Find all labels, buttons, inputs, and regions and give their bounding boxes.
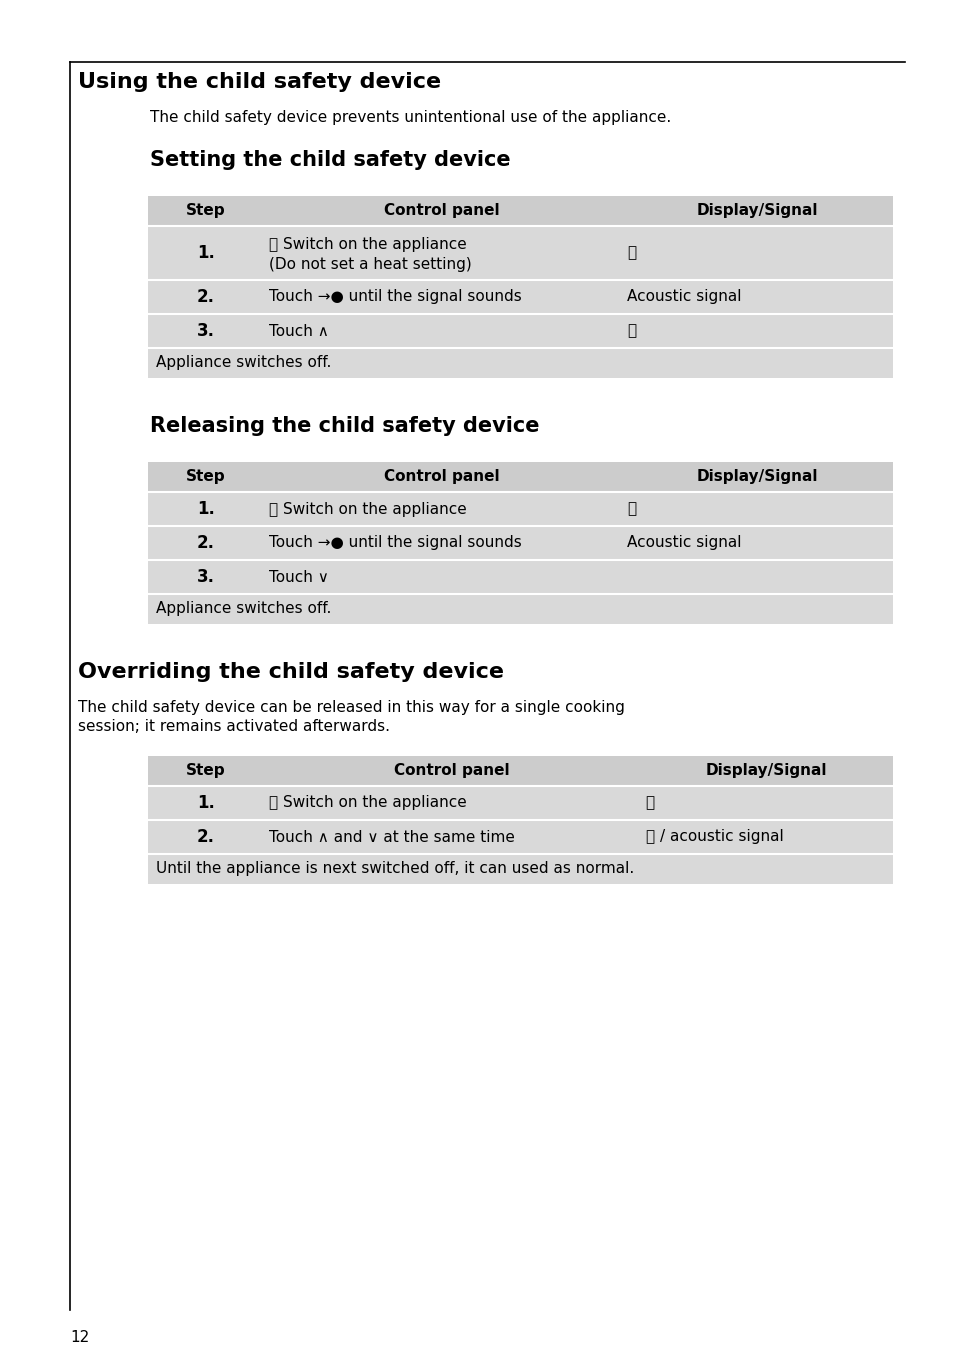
Text: 2.: 2. (196, 827, 214, 846)
Text: ⓞ Switch on the appliance: ⓞ Switch on the appliance (269, 502, 467, 516)
Text: Touch →● until the signal sounds: Touch →● until the signal sounds (269, 535, 521, 550)
Text: 12: 12 (70, 1330, 90, 1345)
Text: Touch ∧ and ∨ at the same time: Touch ∧ and ∨ at the same time (269, 830, 515, 845)
Text: 3.: 3. (196, 322, 214, 339)
FancyBboxPatch shape (148, 854, 892, 884)
FancyBboxPatch shape (148, 786, 892, 821)
Text: ⓤ / acoustic signal: ⓤ / acoustic signal (645, 830, 782, 845)
Text: Step: Step (186, 764, 225, 779)
Text: 1.: 1. (196, 500, 214, 518)
Text: Touch ∨: Touch ∨ (269, 569, 329, 584)
FancyBboxPatch shape (148, 526, 892, 560)
Text: ⓛ: ⓛ (626, 502, 636, 516)
Text: ⓛ: ⓛ (626, 323, 636, 338)
FancyBboxPatch shape (148, 821, 892, 854)
Text: ⓞ Switch on the appliance: ⓞ Switch on the appliance (269, 795, 467, 810)
Text: Setting the child safety device: Setting the child safety device (150, 150, 510, 170)
Text: Touch →● until the signal sounds: Touch →● until the signal sounds (269, 289, 521, 304)
Text: Appliance switches off.: Appliance switches off. (156, 356, 331, 370)
FancyBboxPatch shape (148, 314, 892, 347)
Text: Step: Step (186, 469, 225, 484)
Text: ⓛ: ⓛ (645, 795, 654, 810)
FancyBboxPatch shape (148, 756, 892, 786)
Text: ⓞ Switch on the appliance: ⓞ Switch on the appliance (269, 237, 467, 251)
FancyBboxPatch shape (148, 594, 892, 625)
FancyBboxPatch shape (148, 462, 892, 492)
FancyBboxPatch shape (148, 560, 892, 594)
Text: (Do not set a heat setting): (Do not set a heat setting) (269, 257, 472, 272)
FancyBboxPatch shape (148, 226, 892, 280)
Text: 2.: 2. (196, 534, 214, 552)
Text: Display/Signal: Display/Signal (705, 764, 826, 779)
FancyBboxPatch shape (148, 196, 892, 226)
Text: Acoustic signal: Acoustic signal (626, 535, 740, 550)
Text: 3.: 3. (196, 568, 214, 585)
Text: Acoustic signal: Acoustic signal (626, 289, 740, 304)
Text: Display/Signal: Display/Signal (696, 469, 817, 484)
Text: session; it remains activated afterwards.: session; it remains activated afterwards… (78, 719, 390, 734)
Text: The child safety device prevents unintentional use of the appliance.: The child safety device prevents uninten… (150, 110, 671, 124)
FancyBboxPatch shape (148, 280, 892, 314)
Text: Step: Step (186, 204, 225, 219)
Text: 1.: 1. (196, 243, 214, 262)
Text: 2.: 2. (196, 288, 214, 306)
Text: Appliance switches off.: Appliance switches off. (156, 602, 331, 617)
Text: ⓤ: ⓤ (626, 246, 636, 261)
Text: The child safety device can be released in this way for a single cooking: The child safety device can be released … (78, 700, 624, 715)
Text: Control panel: Control panel (384, 204, 499, 219)
Text: Using the child safety device: Using the child safety device (78, 72, 440, 92)
Text: Releasing the child safety device: Releasing the child safety device (150, 416, 539, 435)
Text: Overriding the child safety device: Overriding the child safety device (78, 662, 503, 681)
Text: Control panel: Control panel (384, 469, 499, 484)
Text: 1.: 1. (196, 794, 214, 813)
Text: Until the appliance is next switched off, it can used as normal.: Until the appliance is next switched off… (156, 861, 634, 876)
Text: Control panel: Control panel (394, 764, 509, 779)
Text: Touch ∧: Touch ∧ (269, 323, 329, 338)
FancyBboxPatch shape (148, 492, 892, 526)
Text: Display/Signal: Display/Signal (696, 204, 817, 219)
FancyBboxPatch shape (148, 347, 892, 379)
